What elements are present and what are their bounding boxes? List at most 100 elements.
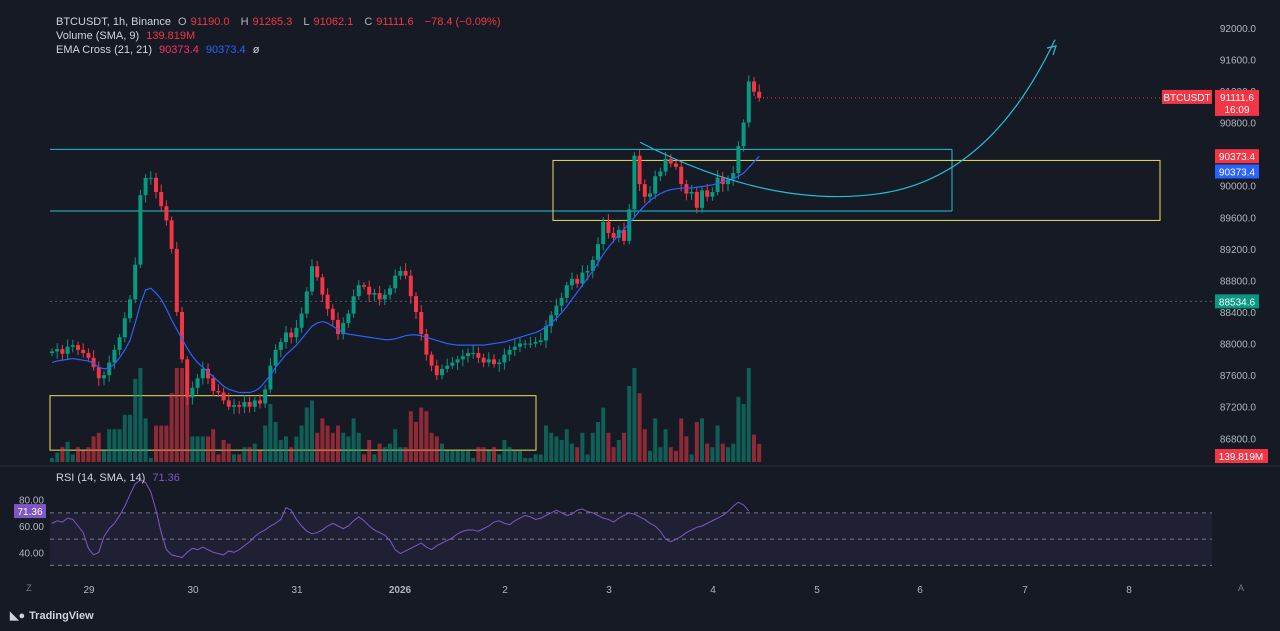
volume-bar (310, 400, 314, 462)
time-axis: 29 30 31 2026 2 3 4 5 6 7 8 (83, 585, 1132, 596)
candle-body (258, 400, 262, 404)
candle-body (278, 342, 283, 350)
volume-bar (200, 436, 205, 462)
candle-body (450, 362, 455, 366)
volume-bar (148, 458, 153, 462)
z-button[interactable]: Z (26, 583, 32, 593)
candle-body (622, 229, 626, 241)
volume-bar (544, 425, 548, 462)
candle-body (356, 285, 361, 297)
candle-body (91, 357, 96, 368)
candle-body (746, 81, 751, 123)
time-tick-label: 6 (917, 585, 923, 596)
volume-bar (362, 454, 366, 462)
auto-scale-button[interactable]: A (1237, 583, 1244, 593)
volume-bar (55, 452, 60, 462)
candle-body (70, 345, 75, 347)
volume-label: Volume (SMA, 9) (56, 30, 140, 42)
volume-bar (554, 436, 559, 462)
candle-body (590, 259, 595, 271)
candle-body (653, 176, 658, 194)
volume-bar (367, 440, 372, 462)
price-tick-label: 90800.0 (1220, 119, 1257, 130)
candle-body (689, 192, 694, 194)
candle-body (398, 270, 403, 276)
candle-body (169, 220, 174, 249)
volume-bar (585, 454, 590, 462)
ema-value-2: 90373.4 (205, 44, 246, 56)
price-tick-label: 87200.0 (1220, 403, 1257, 414)
volume-bar (570, 443, 574, 462)
candle-body (226, 400, 231, 407)
volume-bar (174, 368, 179, 462)
candle-body (263, 389, 268, 404)
price-badge-value: 90373.4 (1219, 152, 1256, 163)
candle-body (434, 365, 439, 376)
candle-body (518, 343, 522, 347)
candle-body (299, 313, 304, 328)
volume-bar (622, 432, 626, 462)
volume-bar (653, 418, 658, 462)
volume-bar (403, 447, 408, 462)
brand-footer[interactable]: ◣● TradingView (10, 609, 94, 622)
candle-body (304, 291, 309, 314)
arrow-head-icon (1046, 45, 1057, 56)
candle-body (497, 362, 502, 365)
volume-bar (377, 443, 382, 462)
volume-bar (632, 368, 637, 462)
volume-bar (180, 368, 184, 462)
volume-bar (518, 450, 522, 462)
candle-body (471, 353, 476, 355)
price-badge (1215, 164, 1259, 179)
candle-body (242, 402, 247, 407)
price-badge-time: 16:09 (1224, 105, 1249, 116)
volume-bar (741, 404, 746, 462)
price-tick-label: 87600.0 (1220, 371, 1257, 382)
candle-body (419, 312, 424, 335)
candle-body (60, 349, 65, 354)
symbol-label: BTCUSDT, 1h, Binance (56, 16, 171, 28)
volume-bar (486, 450, 491, 462)
volume-bar (507, 447, 512, 462)
high-label: H (240, 16, 249, 28)
volume-bar (752, 434, 756, 462)
candle-body (180, 312, 184, 360)
candle-body (388, 288, 392, 295)
candle-body (232, 405, 236, 407)
volume-bar (455, 450, 460, 462)
volume-bar (434, 436, 439, 462)
candle-body (273, 349, 278, 366)
ema-legend: EMA Cross (21, 21) 90373.4 90373.4 ø (56, 43, 263, 57)
price-badge-value: 91111.6 (1220, 93, 1254, 104)
volume-bar (341, 432, 346, 462)
candle-body (50, 351, 54, 354)
volume-bar (715, 425, 720, 462)
candle-body (289, 332, 294, 338)
volume-bar (663, 429, 668, 462)
candle-body (414, 296, 418, 312)
volume-bar (143, 418, 148, 462)
volume-bar (512, 450, 517, 462)
rsi-current-label: 71.36 (17, 507, 42, 518)
candle-body (544, 326, 548, 341)
volume-badge-label: 139.819M (1219, 452, 1263, 463)
ema-label: EMA Cross (21, 21) (56, 44, 152, 56)
candle-body (512, 346, 517, 350)
volume-bar (154, 425, 158, 462)
volume-bar (294, 436, 299, 462)
rsi-pane: 80.00 60.00 40.00 71.36 (14, 479, 1212, 566)
volume-bar (564, 429, 569, 462)
volume-bar (700, 418, 704, 462)
candle-body (533, 342, 538, 344)
ema-line (51, 155, 760, 394)
volume-bar (70, 454, 75, 462)
candle-body (700, 190, 704, 208)
candle-body (460, 356, 465, 360)
price-tick-label: 86800.0 (1220, 434, 1257, 445)
candle-body (554, 305, 559, 316)
candle-body (107, 362, 112, 376)
volume-bar (185, 371, 190, 462)
volume-bar (299, 425, 304, 462)
